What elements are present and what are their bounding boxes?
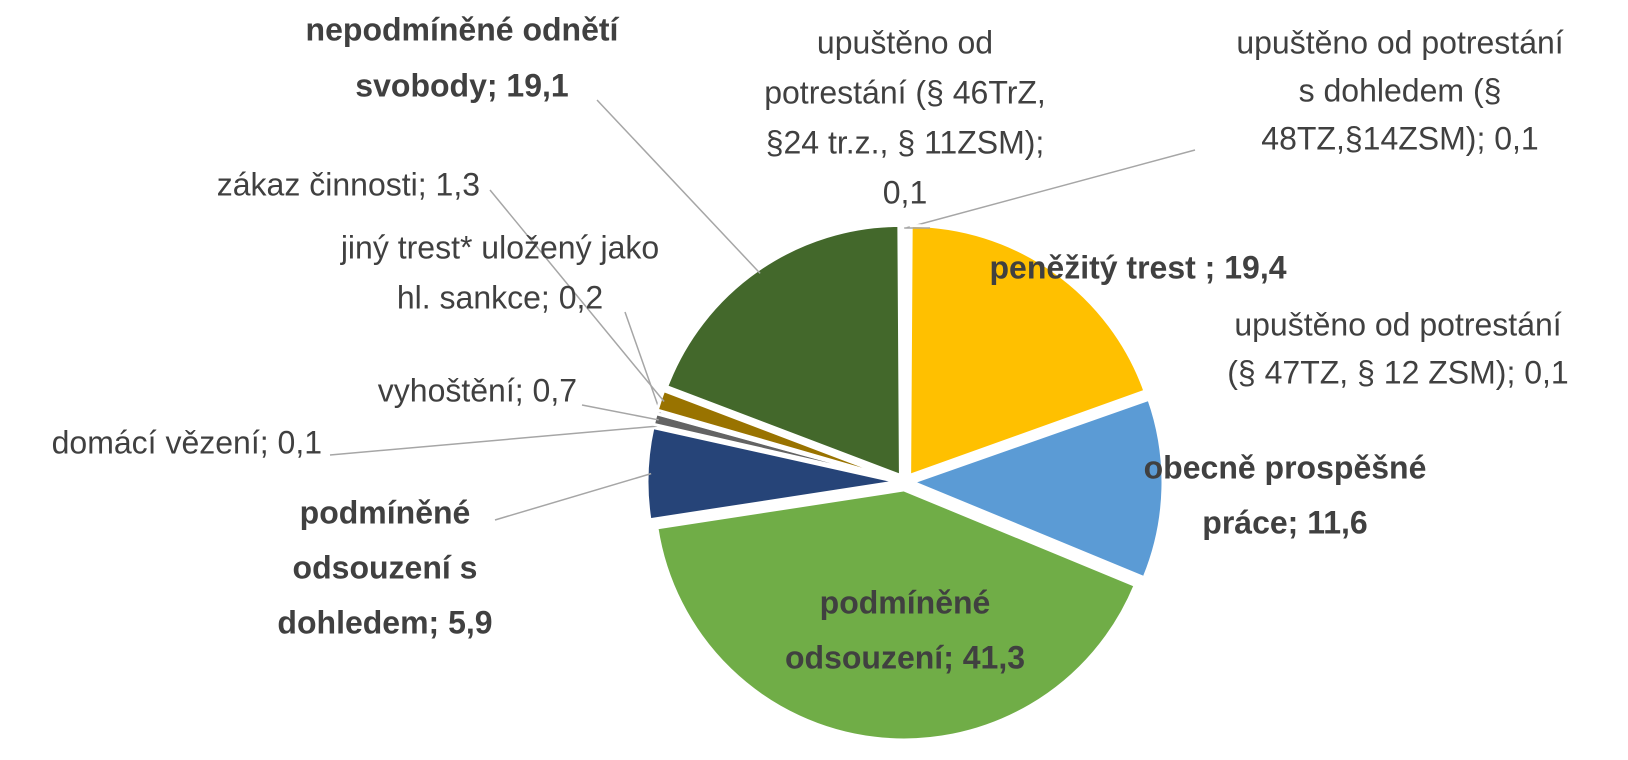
slice-label: (§ 47TZ, § 12 ZSM); 0,1 (1227, 354, 1568, 390)
slice-label: upuštěno od potrestání (1236, 24, 1563, 60)
slice-label: podmíněné (820, 584, 991, 620)
slice-label: odsouzení; 41,3 (785, 639, 1025, 675)
slice-label: §24 tr.z., § 11ZSM); (766, 124, 1045, 160)
slice-label: obecně prospěšné (1144, 449, 1427, 485)
pie-slice (912, 393, 1151, 481)
slice-label: hl. sankce; 0,2 (397, 279, 603, 315)
pie-slice (645, 425, 898, 522)
slice-label: svobody; 19,1 (355, 67, 568, 103)
slice-label: dohledem; 5,9 (277, 604, 492, 640)
leader-line (905, 149, 1196, 229)
leader-line (494, 472, 652, 521)
slice-label: podmíněné (300, 494, 471, 530)
pie-slice (908, 397, 1165, 580)
slice-label: upuštěno od potrestání (1234, 306, 1561, 342)
slice-label: 48TZ,§14ZSM); 0,1 (1261, 120, 1538, 156)
slice-label: jiný trest* uložený jako (340, 229, 659, 265)
slice-label: 0,1 (883, 174, 927, 210)
slice-label: potrestání (§ 46TrZ, (764, 74, 1046, 110)
leader-line (596, 99, 761, 274)
leader-line (581, 404, 659, 421)
leader-line (624, 311, 662, 414)
slice-label: práce; 11,6 (1202, 504, 1367, 540)
leader-line (489, 189, 665, 403)
pie-slice (655, 488, 1138, 742)
slice-label: peněžitý trest ; 19,4 (990, 249, 1287, 285)
pie-slice (655, 388, 898, 481)
slice-label: domácí vězení; 0,1 (52, 424, 322, 460)
pie-slice (901, 222, 907, 475)
slice-label: vyhoštění; 0,7 (378, 372, 577, 408)
slice-label: s dohledem (§ (1299, 72, 1502, 108)
leader-line (329, 425, 658, 456)
slice-label: nepodmíněné odnětí (306, 11, 620, 47)
slice-label: zákaz činnosti; 1,3 (217, 166, 480, 202)
slice-label: odsouzení s (293, 549, 478, 585)
pie-slice (908, 223, 1147, 478)
slice-label: upuštěno od (817, 24, 993, 60)
